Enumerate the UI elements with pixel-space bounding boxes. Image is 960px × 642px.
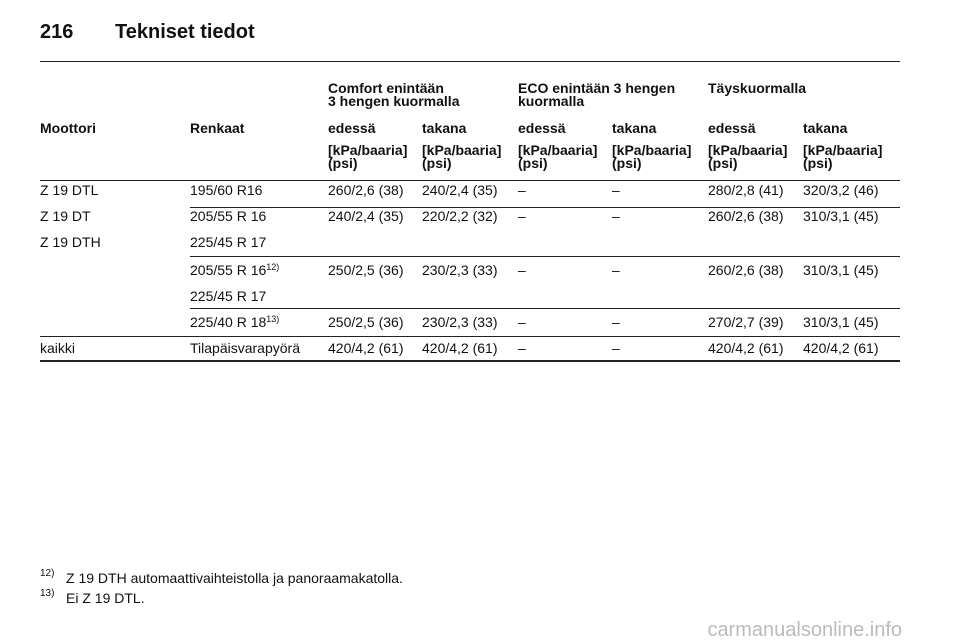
tire: 225/40 R 1813) (190, 314, 280, 330)
rule (40, 360, 900, 362)
unit: (psi) (612, 155, 642, 171)
unit: (psi) (518, 155, 548, 171)
pressure: 240/2,4 (35) (328, 208, 404, 224)
pressure: 240/2,4 (35) (422, 182, 498, 198)
pressure: 220/2,2 (32) (422, 208, 498, 224)
column-header: edessä (518, 120, 566, 136)
group-header: 3 hengen kuormalla (328, 93, 460, 109)
pressure: 420/4,2 (61) (803, 340, 879, 356)
pressure: 310/3,1 (45) (803, 208, 879, 224)
footnote-text: Z 19 DTH automaattivaihteistolla ja pano… (66, 570, 403, 586)
column-header: takana (422, 120, 467, 136)
tire: 205/55 R 16 (190, 208, 267, 224)
page-number: 216 (40, 21, 74, 43)
pressure: 320/3,2 (46) (803, 182, 879, 198)
pressure: – (518, 182, 526, 198)
tire: 225/45 R 17 (190, 234, 267, 250)
unit: (psi) (803, 155, 833, 171)
pressure: 260/2,6 (38) (708, 208, 784, 224)
footnote-mark: 13) (40, 588, 55, 599)
column-header: takana (612, 120, 657, 136)
footnote-ref: 13) (266, 314, 280, 324)
pressure: – (518, 314, 526, 330)
column-header: edessä (708, 120, 756, 136)
tire: Tilapäisvarapyörä (190, 340, 300, 356)
column-header: Renkaat (190, 120, 245, 136)
group-header: kuormalla (518, 93, 585, 109)
engine: Z 19 DTH (40, 234, 101, 250)
pressure: – (612, 262, 620, 278)
pressure: – (518, 208, 526, 224)
pressure: 310/3,1 (45) (803, 314, 879, 330)
pressure: 420/4,2 (61) (708, 340, 784, 356)
group-header: Täyskuormalla (708, 80, 807, 96)
pressure: 230/2,3 (33) (422, 262, 498, 278)
pressure: – (612, 314, 620, 330)
unit: [kPa/baaria] (518, 142, 598, 158)
group-header: Comfort enintään (328, 80, 444, 96)
engine: kaikki (40, 340, 76, 356)
engine: Z 19 DT (40, 208, 91, 224)
rule (40, 180, 900, 181)
unit: [kPa/baaria] (328, 142, 408, 158)
footnote-mark: 12) (40, 568, 55, 579)
pressure: – (612, 182, 620, 198)
rule (190, 256, 900, 257)
unit: [kPa/baaria] (708, 142, 788, 158)
unit: [kPa/baaria] (422, 142, 502, 158)
rule (190, 308, 900, 309)
pressure: 420/4,2 (61) (422, 340, 498, 356)
pressure: – (518, 262, 526, 278)
tire: 205/55 R 1612) (190, 262, 280, 278)
tire: 225/45 R 17 (190, 288, 267, 304)
unit: [kPa/baaria] (803, 142, 883, 158)
page-title: Tekniset tiedot (115, 21, 255, 43)
unit: [kPa/baaria] (612, 142, 692, 158)
tire: 195/60 R16 (190, 182, 263, 198)
footnote-text: Ei Z 19 DTL. (66, 590, 145, 606)
pressure: 270/2,7 (39) (708, 314, 784, 330)
pressure: – (612, 208, 620, 224)
watermark: carmanualsonline.info (707, 619, 902, 641)
rule (190, 207, 900, 208)
pressure: 310/3,1 (45) (803, 262, 879, 278)
unit: (psi) (422, 155, 452, 171)
column-header: edessä (328, 120, 376, 136)
pressure: – (612, 340, 620, 356)
rule (40, 336, 900, 337)
pressure: 250/2,5 (36) (328, 314, 404, 330)
pressure: 230/2,3 (33) (422, 314, 498, 330)
pressure: – (518, 340, 526, 356)
unit: (psi) (708, 155, 738, 171)
pressure: 420/4,2 (61) (328, 340, 404, 356)
pressure: 260/2,6 (38) (328, 182, 404, 198)
column-header: takana (803, 120, 848, 136)
column-header: Moottori (40, 120, 96, 136)
footnote-ref: 12) (266, 262, 280, 272)
engine: Z 19 DTL (40, 182, 99, 198)
group-header: ECO enintään 3 hengen (518, 80, 676, 96)
rule (40, 61, 900, 62)
pressure: 280/2,8 (41) (708, 182, 784, 198)
pressure: 260/2,6 (38) (708, 262, 784, 278)
unit: (psi) (328, 155, 358, 171)
pressure: 250/2,5 (36) (328, 262, 404, 278)
